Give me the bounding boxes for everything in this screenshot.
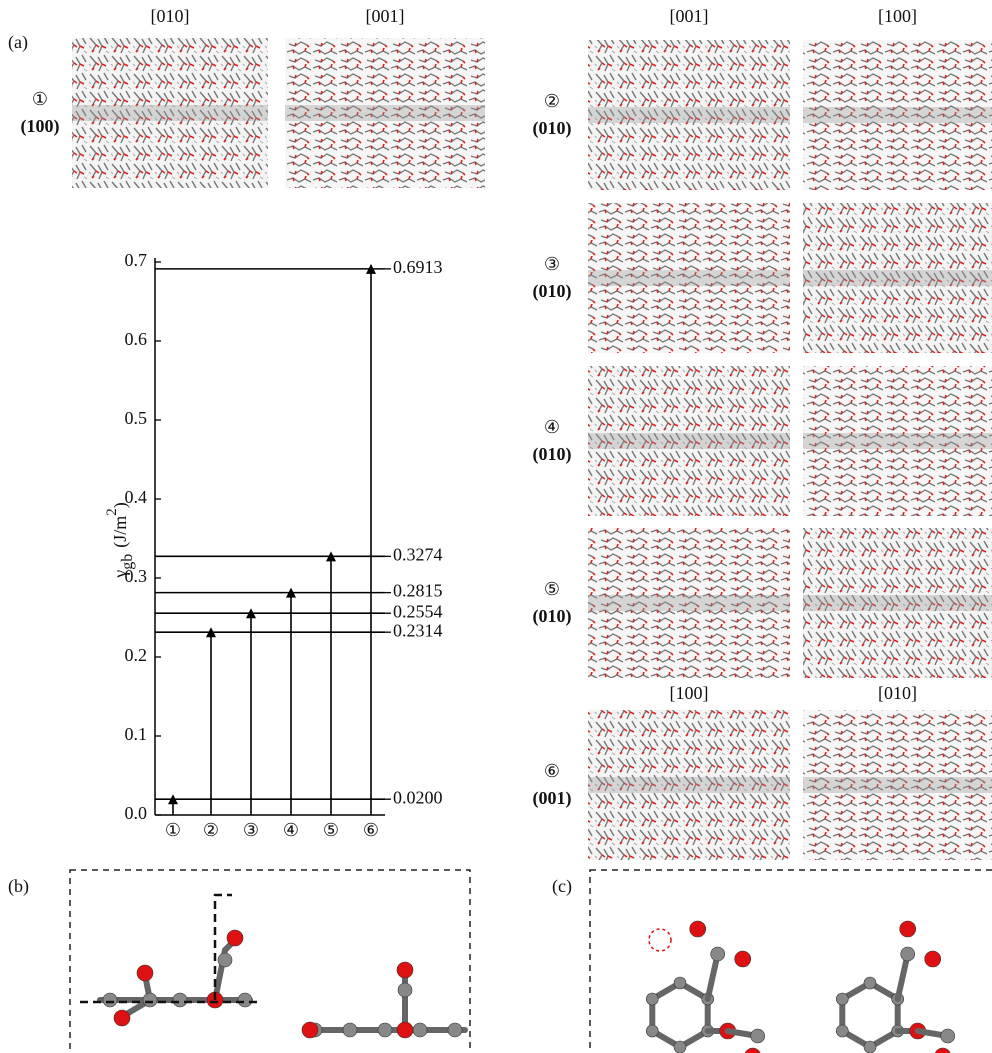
atom	[690, 921, 706, 937]
atom	[227, 930, 243, 946]
value-label: 0.2815	[393, 581, 443, 601]
panel-label: (c)	[552, 876, 572, 897]
structure-marker: ①	[32, 89, 48, 109]
atom	[646, 1025, 658, 1037]
atom	[397, 1022, 413, 1038]
value-label: 0.3274	[393, 544, 443, 564]
atom	[343, 1023, 357, 1037]
grain-boundary	[803, 433, 992, 449]
view-direction: [001]	[366, 6, 405, 26]
structure-marker: ⑤	[544, 579, 560, 599]
x-tick-label: ⑥	[363, 820, 379, 840]
atom	[397, 962, 413, 978]
atom	[745, 1048, 761, 1053]
structure-marker: ②	[544, 91, 560, 111]
structure-marker: ③	[544, 254, 560, 274]
atom	[103, 993, 117, 1007]
y-tick-label: 0.6	[125, 329, 148, 349]
atom	[646, 993, 658, 1005]
x-tick-label: ①	[165, 820, 181, 840]
grain-boundary	[803, 107, 992, 123]
atom	[941, 1029, 955, 1043]
value-label: 0.2554	[393, 601, 443, 621]
panel-label: (a)	[8, 32, 28, 53]
y-tick-label: 0.5	[125, 408, 148, 428]
view-direction: [100]	[878, 6, 917, 26]
grain-boundary	[285, 105, 485, 121]
y-tick-label: 0.0	[125, 803, 148, 823]
atom	[238, 993, 252, 1007]
atom	[836, 1025, 848, 1037]
atom	[711, 947, 725, 961]
atom	[143, 993, 157, 1007]
y-tick-label: 0.2	[125, 645, 148, 665]
structure-marker: ④	[544, 417, 560, 437]
y-label-superscript: 2	[104, 508, 120, 516]
value-label: 0.2314	[393, 620, 443, 640]
grain-boundary	[588, 270, 790, 286]
highlight	[649, 929, 671, 951]
view-direction: [001]	[670, 6, 709, 26]
atom	[901, 947, 915, 961]
figure: (a) (b) (c) [010] [001] ① (100) [001] [100] ② (…	[0, 0, 992, 1053]
y-label-subscript: gb	[119, 554, 136, 570]
x-tick-label: ⑤	[323, 820, 339, 840]
value-label: 0.0200	[393, 787, 443, 807]
y-label-symbol: γ	[110, 570, 130, 579]
rotation-guide	[80, 895, 260, 1002]
atom	[674, 1041, 686, 1053]
x-tick-label: ③	[243, 820, 259, 840]
boundary-plane: (010)	[533, 281, 572, 302]
atom	[448, 1023, 462, 1037]
atom	[218, 953, 232, 967]
atom	[173, 993, 187, 1007]
boundary-plane: (001)	[533, 788, 572, 809]
view-direction: [010]	[878, 683, 917, 703]
x-tick-label: ②	[203, 820, 219, 840]
y-tick-label: 0.1	[125, 724, 148, 744]
y-axis-label: γgb (J/m2)	[104, 502, 135, 578]
value-label: 0.6913	[393, 257, 443, 277]
atom	[302, 1022, 318, 1038]
atom	[674, 977, 686, 989]
boundary-plane: (010)	[533, 606, 572, 627]
atom	[114, 1010, 130, 1026]
atom	[378, 1023, 392, 1037]
grain-boundary	[588, 777, 790, 793]
boundary-plane: (010)	[533, 118, 572, 139]
view-direction: [100]	[670, 683, 709, 703]
atom	[751, 1029, 765, 1043]
atom	[864, 1041, 876, 1053]
boundary-plane: (010)	[533, 444, 572, 465]
atom	[935, 1048, 951, 1053]
y-label-close: )	[110, 502, 131, 508]
grain-boundary	[72, 105, 268, 121]
structure-marker: ⑥	[544, 761, 560, 781]
panel-label: (b)	[8, 876, 29, 897]
atom	[864, 977, 876, 989]
atom	[735, 951, 751, 967]
atom	[413, 1023, 427, 1037]
atom	[137, 965, 153, 981]
x-tick-label: ④	[283, 820, 299, 840]
atom	[900, 921, 916, 937]
y-tick-label: 0.7	[125, 250, 148, 270]
grain-boundary	[803, 595, 992, 611]
atom	[925, 951, 941, 967]
grain-boundary	[588, 595, 790, 611]
grain-boundary	[588, 433, 790, 449]
atom	[398, 983, 412, 997]
grain-boundary	[588, 107, 790, 123]
atom	[836, 993, 848, 1005]
grain-boundary	[803, 777, 992, 793]
view-direction: [010]	[151, 6, 190, 26]
grain-boundary	[803, 270, 992, 286]
boundary-plane: (100)	[21, 116, 60, 137]
y-label-unit: (J/m	[110, 516, 131, 548]
